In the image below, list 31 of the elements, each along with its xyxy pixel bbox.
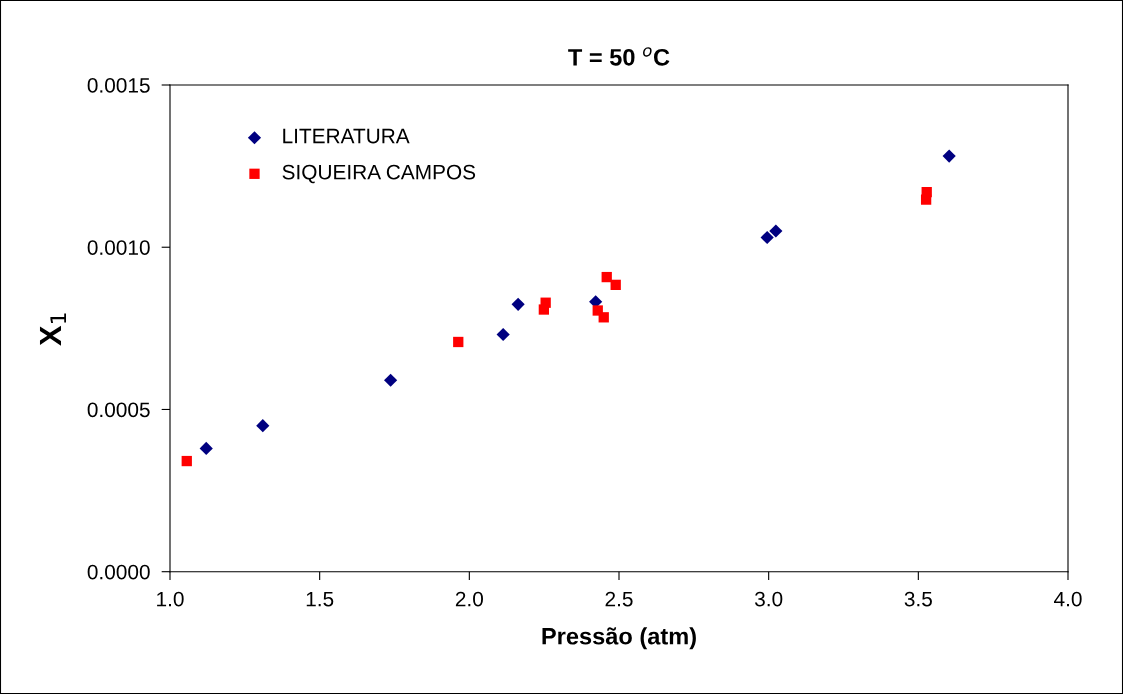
x-tick-label: 2.0 [455,591,483,607]
legend-label: LITERATURA [283,128,410,144]
y-axis-title: X$_{1}$ [39,313,67,346]
x-tick-label: 3.0 [754,591,783,607]
point [921,186,932,198]
y-tick-label: 0.0010 [87,240,150,255]
point [384,373,398,387]
point [760,230,774,245]
point [942,149,956,163]
y-tick-label: 0.0000 [87,564,150,580]
y-tick-label: 0.0005 [87,402,150,418]
x-tick-label: 3.5 [904,591,932,607]
x-axis-title: Pressão (atm) [542,627,696,650]
point [610,279,621,291]
x-tick-label: 2.5 [605,591,633,607]
point [199,441,213,455]
point [511,297,525,311]
legend-label: SIQUEIRA CAMPOS [282,164,476,184]
point [453,336,464,348]
point [601,271,612,283]
point [769,224,783,238]
point [598,312,609,323]
point [496,327,510,342]
point [540,297,551,308]
x-tick-label: 1.5 [306,591,334,607]
x-tick-label: 4.0 [1054,591,1082,607]
point [256,419,270,433]
x-tick-label: 1.0 [157,591,184,607]
chart-title: T = 50 $^{o}$C [568,47,670,66]
point [181,455,192,467]
y-tick-label: 0.0015 [87,78,150,93]
